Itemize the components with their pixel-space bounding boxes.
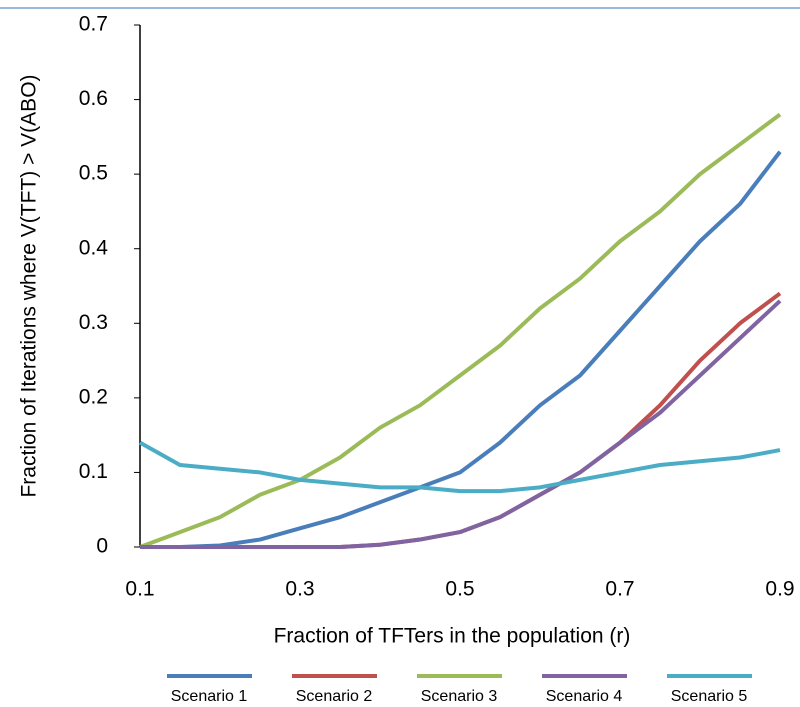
x-tick-label: 0.7 <box>605 578 634 601</box>
x-tick-label: 0.5 <box>445 578 474 601</box>
y-tick-label: 0.4 <box>79 236 109 259</box>
y-tick-label: 0.2 <box>79 385 108 408</box>
series-line <box>140 299 782 549</box>
legend-text: Scenario 5 <box>671 688 748 705</box>
y-tick-label: 0.1 <box>79 460 108 483</box>
series-line <box>139 440 781 494</box>
y-tick-label: 0.6 <box>79 87 108 110</box>
x-axis-label: Fraction of TFTers in the population (r) <box>274 625 631 648</box>
y-axis-label: Fraction of Iterations where V(TFT) > V(… <box>18 74 41 497</box>
legend-text: Scenario 1 <box>171 688 248 705</box>
legend-text: Scenario 3 <box>421 688 498 705</box>
x-tick-label: 0.3 <box>285 578 314 601</box>
y-tick-label: 0.3 <box>79 311 108 334</box>
legend-text: Scenario 2 <box>296 688 373 705</box>
x-tick-label: 0.1 <box>125 578 154 601</box>
legend-text: Scenario 4 <box>546 688 623 705</box>
y-tick-label: 0 <box>96 535 108 558</box>
x-tick-label: 0.9 <box>765 578 794 601</box>
series-line <box>139 112 782 549</box>
y-tick-label: 0.7 <box>79 13 108 36</box>
y-tick-label: 0.5 <box>79 162 108 185</box>
series-line <box>140 150 782 549</box>
